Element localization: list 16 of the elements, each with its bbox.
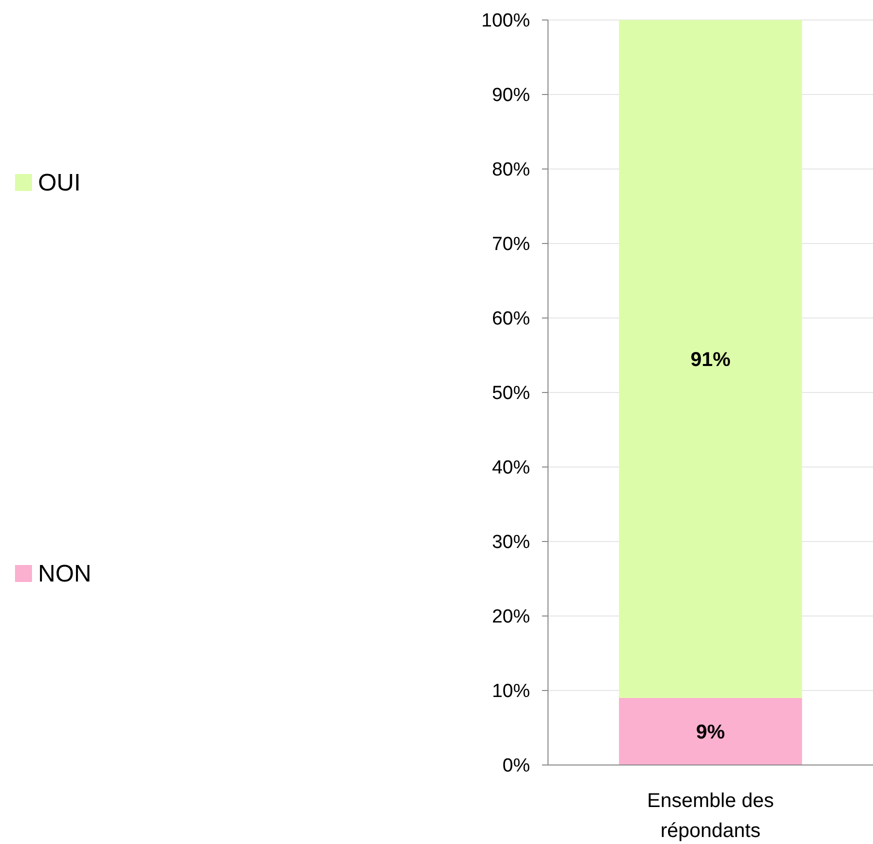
y-tick-label: 30%: [492, 532, 530, 554]
y-tick-label: 90%: [492, 85, 530, 106]
y-tick-label: 10%: [492, 681, 530, 702]
y-tick-label: 0%: [502, 756, 530, 777]
y-tick-label: 40%: [492, 458, 530, 479]
y-tick-label: 70%: [492, 234, 530, 256]
y-tick-label: 100%: [481, 10, 530, 32]
legend-label: OUI: [38, 169, 81, 196]
y-tick-label: 50%: [492, 383, 530, 404]
data-label: 9%: [696, 721, 726, 744]
y-tick-label: 80%: [492, 160, 530, 181]
legend-label: NON: [38, 560, 92, 588]
y-tick-label: 60%: [492, 308, 530, 330]
data-label: 91%: [690, 348, 731, 371]
y-tick-label: 20%: [492, 606, 530, 628]
x-tick-label: Ensemble des répondants: [647, 790, 774, 842]
